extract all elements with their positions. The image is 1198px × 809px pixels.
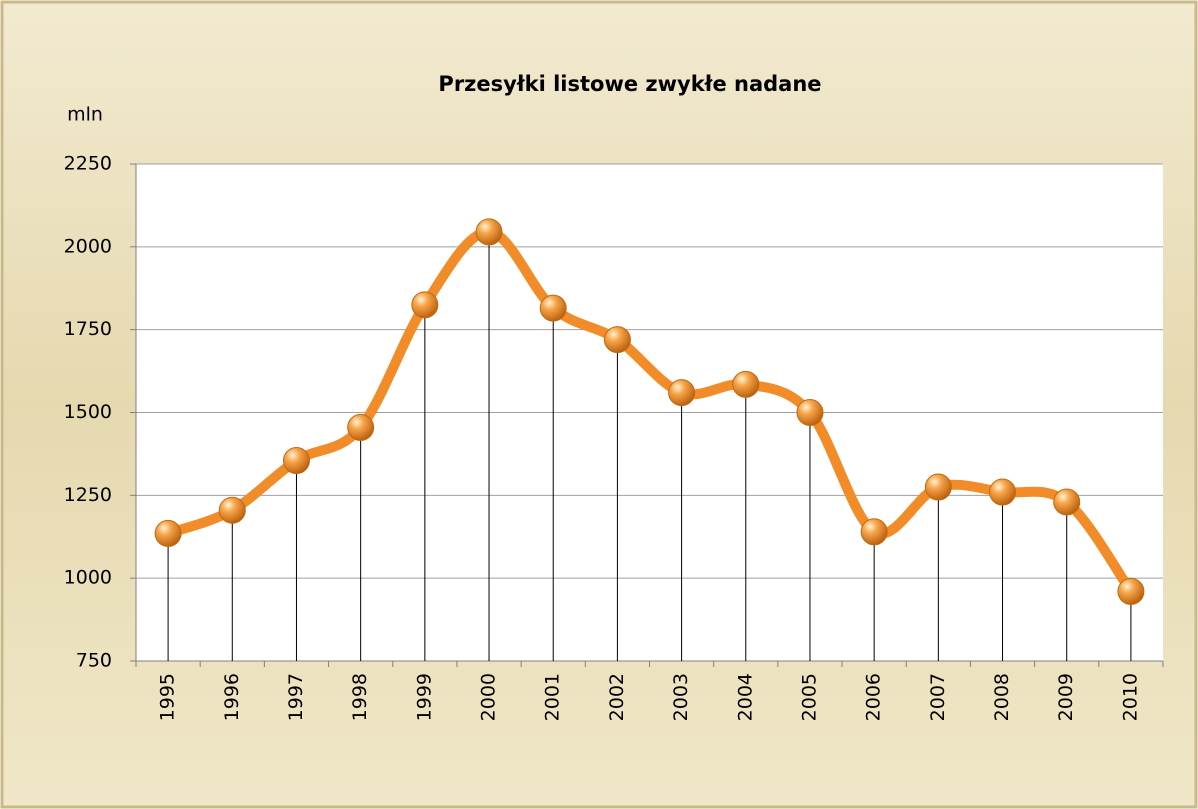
y-axis-label: mln: [67, 104, 103, 126]
y-tick-label: 1000: [64, 567, 112, 589]
x-tick-label: 2001: [542, 673, 564, 721]
chart-title: Przesyłki listowe zwykłe nadane: [438, 72, 821, 96]
marker: [860, 518, 888, 546]
marker: [732, 370, 760, 398]
marker: [282, 447, 310, 475]
x-tick-label: 2009: [1055, 673, 1077, 721]
y-tick-label: 2250: [64, 153, 112, 175]
x-tick-label: 2000: [478, 673, 500, 721]
y-tick-label: 2000: [64, 235, 112, 257]
marker: [218, 496, 246, 524]
y-tick-label: 1750: [64, 318, 112, 340]
x-tick-label: 2006: [863, 673, 885, 721]
marker: [1053, 488, 1081, 516]
x-tick-label: 2010: [1119, 673, 1141, 721]
line-series: [163, 226, 1136, 597]
marker: [154, 519, 182, 547]
marker: [989, 478, 1017, 506]
marker: [796, 399, 824, 426]
y-tick-label: 750: [76, 650, 112, 672]
x-tick-label: 1997: [285, 673, 307, 721]
y-tick-label: 1250: [64, 484, 112, 506]
x-tick-label: 2002: [606, 673, 628, 721]
y-tick-label: 1500: [64, 401, 112, 423]
x-tick-label: 2007: [927, 673, 949, 721]
x-tick-label: 1996: [221, 673, 243, 721]
marker: [1117, 577, 1145, 605]
marker: [603, 326, 631, 354]
marker: [539, 294, 567, 322]
marker: [924, 473, 952, 501]
marker: [475, 218, 503, 246]
x-tick-label: 1998: [349, 673, 371, 721]
marker: [668, 379, 696, 407]
x-tick-label: 2005: [798, 673, 820, 721]
marker: [347, 413, 375, 441]
x-tick-label: 2004: [734, 673, 756, 721]
x-tick-label: 2008: [991, 673, 1013, 721]
x-tick-label: 1995: [157, 673, 179, 721]
x-tick-label: 2003: [670, 673, 692, 721]
x-tick-label: 1999: [413, 673, 435, 721]
marker: [411, 291, 439, 319]
